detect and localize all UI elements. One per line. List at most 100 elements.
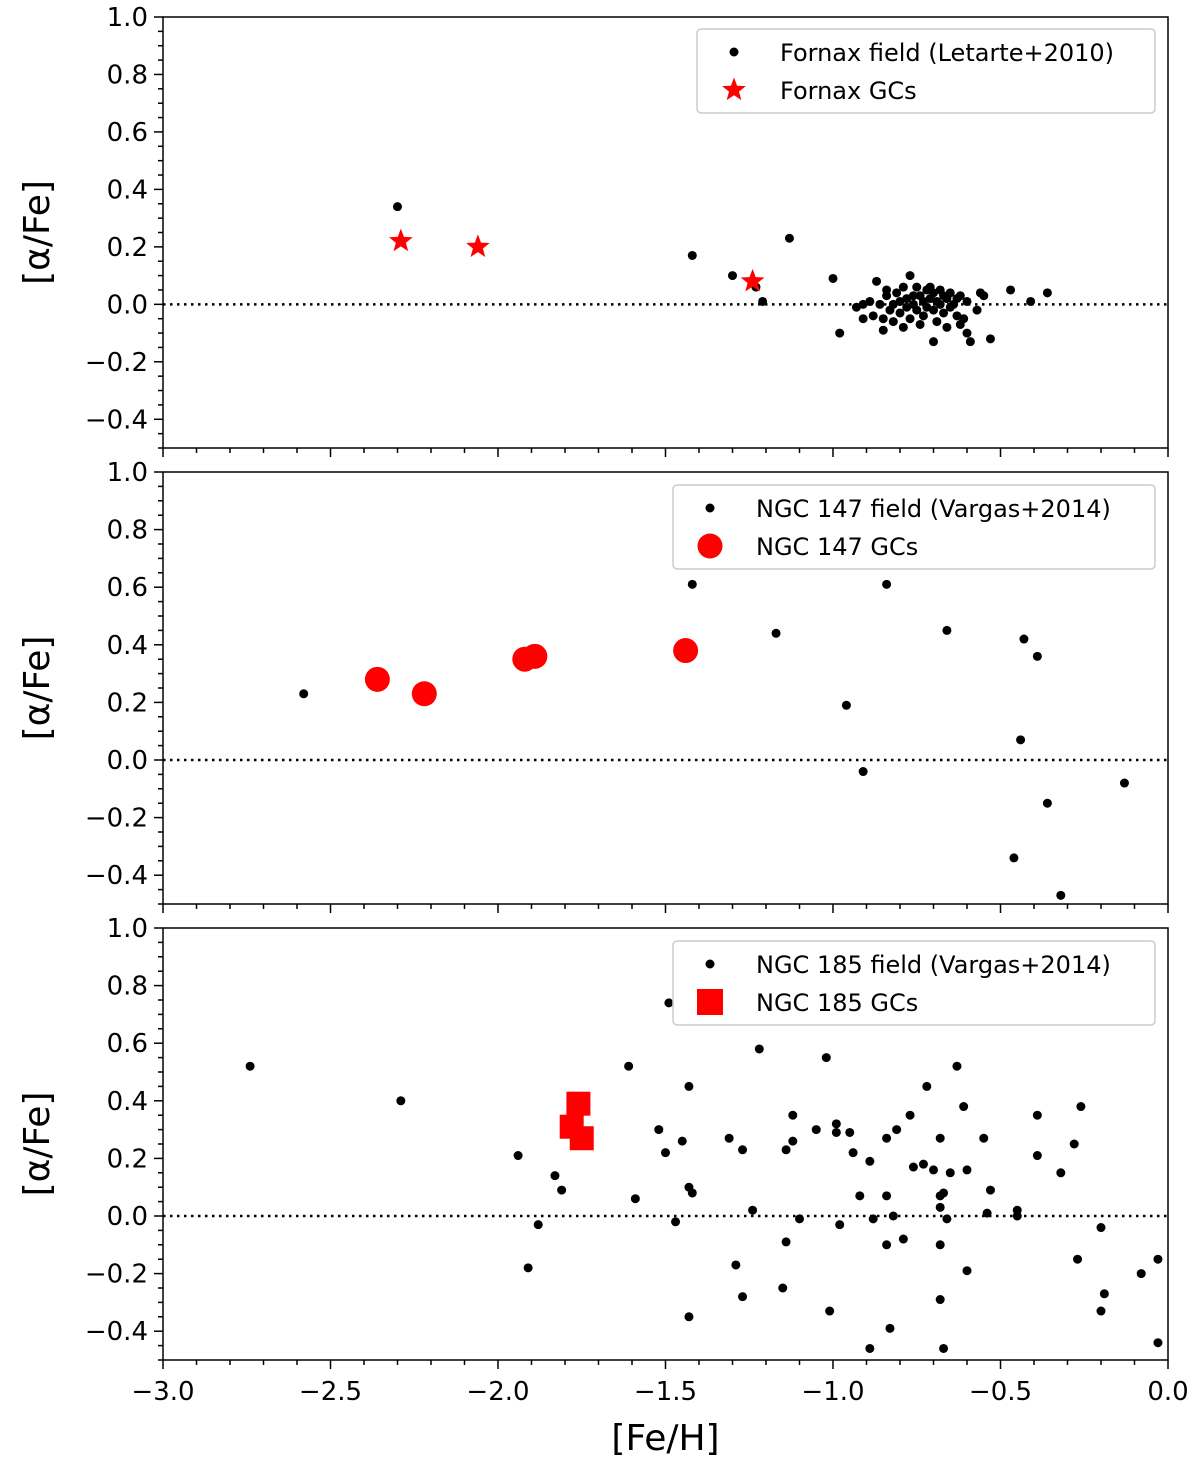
series-1 — [245, 998, 1163, 1353]
legend: NGC 185 field (Vargas+2014) NGC 185 GCs — [672, 940, 1156, 1026]
data-point — [935, 299, 945, 309]
data-point — [935, 1133, 945, 1143]
data-point — [677, 1136, 687, 1146]
data-point — [905, 1110, 915, 1120]
data-point — [1099, 1289, 1109, 1299]
data-point — [892, 288, 902, 298]
data-point — [831, 1127, 841, 1137]
legend-label: NGC 147 GCs — [756, 533, 918, 561]
y-tick-label: 0.2 — [107, 688, 148, 718]
data-point — [882, 579, 892, 589]
panel-1: 1.0 0.8 0.6 0.4 0.2 0.0 −0.2 −0.4 [α/Fe] Fornax f… — [17, 3, 1169, 457]
data-point — [929, 337, 938, 347]
series-1 — [299, 579, 1129, 900]
data-point — [731, 1260, 741, 1270]
data-point — [1153, 1338, 1163, 1348]
data-point — [821, 1053, 831, 1063]
data-point — [898, 322, 908, 332]
data-point — [905, 271, 915, 281]
data-point — [882, 1191, 892, 1201]
data-point — [912, 305, 922, 315]
data-point — [664, 998, 674, 1008]
legend-frame — [696, 28, 1156, 114]
data-point — [1042, 798, 1052, 808]
y-tick-label: 0.6 — [107, 573, 148, 603]
data-point — [985, 1185, 995, 1195]
data-point — [892, 1125, 902, 1135]
data-point — [865, 296, 875, 306]
data-point — [687, 579, 697, 589]
data-point — [955, 291, 965, 301]
gc-point — [522, 643, 548, 669]
data-point — [1056, 1168, 1066, 1178]
data-point — [687, 250, 697, 260]
data-point — [831, 1119, 841, 1129]
x-tick-label: −1.5 — [634, 1377, 697, 1407]
data-point — [979, 291, 989, 301]
panel-2: 1.0 0.8 0.6 0.4 0.2 0.0 −0.2 −0.4 [α/Fe] NGC 147 … — [17, 458, 1169, 913]
data-point — [835, 328, 845, 338]
data-point — [942, 625, 952, 635]
data-point — [972, 305, 982, 315]
data-point — [1076, 1102, 1086, 1112]
legend: Fornax field (Letarte+2010) Fornax GCs — [696, 28, 1156, 114]
data-point — [898, 1234, 908, 1244]
data-point — [784, 233, 794, 243]
y-axis-title: [α/Fe] — [17, 180, 58, 285]
data-point — [888, 1211, 898, 1221]
gc-point — [569, 1126, 594, 1151]
data-point — [245, 1061, 255, 1071]
data-point — [1032, 651, 1042, 661]
legend-marker — [697, 989, 723, 1015]
y-tick-label: 0.4 — [107, 631, 148, 661]
data-point — [811, 1125, 821, 1135]
x-axis-title: [Fe/H] — [611, 1418, 719, 1459]
data-point — [939, 1188, 949, 1198]
data-point — [985, 334, 995, 344]
y-tick-label: −0.2 — [85, 348, 148, 378]
x-tick-label: −0.5 — [969, 1377, 1032, 1407]
data-point — [962, 1266, 972, 1276]
y-tick-label: 0.8 — [107, 516, 148, 546]
gc-point — [388, 228, 413, 252]
data-point — [728, 271, 737, 281]
y-tick-label: 1.0 — [107, 458, 148, 488]
data-point — [855, 1191, 865, 1201]
data-point — [299, 689, 309, 699]
y-tick-label: −0.2 — [85, 1260, 148, 1290]
data-point — [835, 1220, 845, 1230]
data-point — [935, 1240, 945, 1250]
data-point — [962, 328, 972, 338]
series-1 — [393, 202, 1052, 347]
data-point — [858, 767, 868, 777]
data-point — [771, 628, 781, 638]
x-tick-label: 0.0 — [1147, 1377, 1188, 1407]
data-point — [895, 308, 905, 318]
data-point — [965, 337, 975, 347]
data-point — [684, 1312, 694, 1322]
data-point — [982, 1208, 992, 1218]
data-point — [885, 1323, 895, 1333]
data-point — [882, 1133, 892, 1143]
data-point — [1032, 1151, 1042, 1161]
data-point — [1056, 890, 1066, 900]
gc-point — [566, 1091, 591, 1116]
legend-marker — [705, 503, 715, 513]
data-point — [979, 1133, 989, 1143]
data-point — [952, 1061, 962, 1071]
data-point — [888, 317, 898, 327]
data-point — [788, 1110, 798, 1120]
data-point — [513, 1151, 523, 1161]
legend-frame — [672, 940, 1156, 1026]
legend-label: NGC 185 field (Vargas+2014) — [756, 951, 1111, 979]
data-point — [945, 1168, 955, 1178]
data-point — [858, 314, 868, 324]
y-tick-label: 0.8 — [107, 60, 148, 90]
data-point — [754, 1044, 764, 1054]
legend-label: Fornax GCs — [780, 77, 917, 105]
gc-point — [466, 234, 490, 257]
gc-point — [364, 666, 390, 692]
data-point — [654, 1125, 664, 1135]
data-point — [758, 296, 768, 306]
